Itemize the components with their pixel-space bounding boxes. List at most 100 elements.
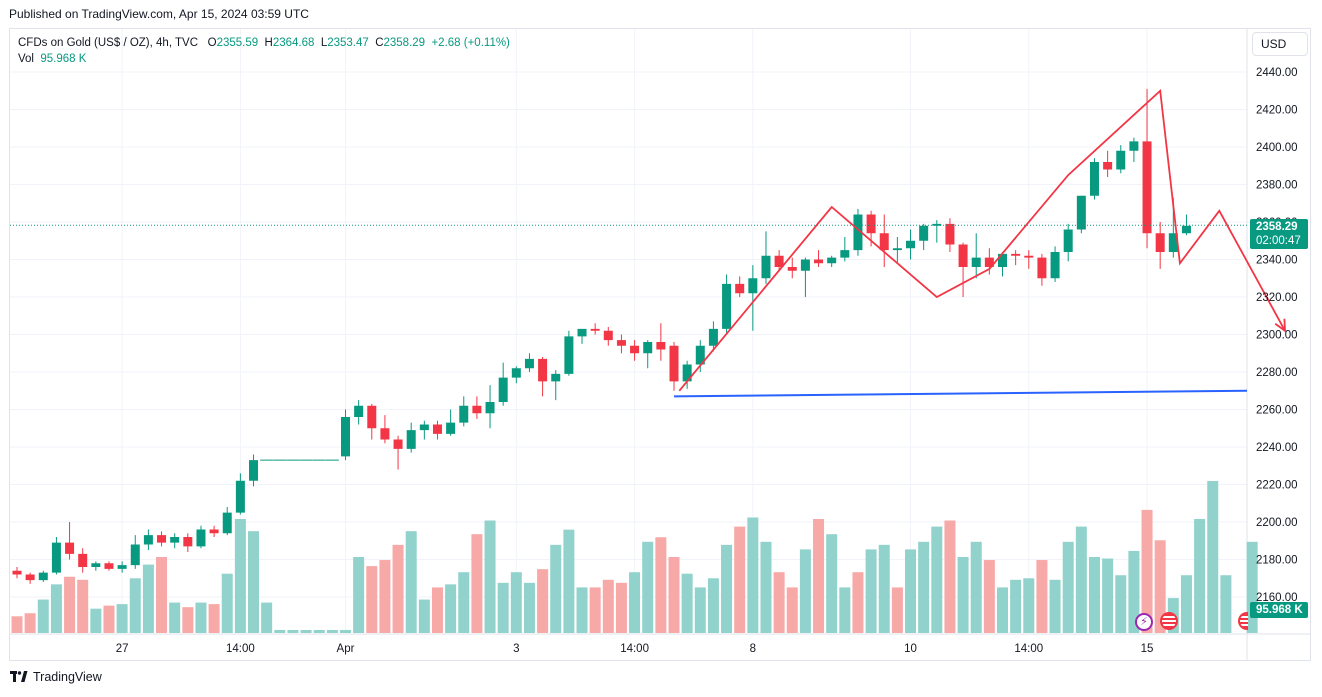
volume-bar	[326, 629, 338, 633]
candle-body	[892, 248, 902, 251]
price-tick-label: 2320.00	[1256, 292, 1298, 304]
candle-body	[958, 244, 968, 267]
price-tick-label: 2220.00	[1256, 480, 1298, 492]
volume-bar	[878, 544, 890, 633]
volume-bar	[431, 587, 443, 633]
volume-bar	[300, 629, 312, 633]
volume-bar	[1088, 557, 1100, 633]
candle-body	[511, 368, 521, 378]
volume-bar	[90, 608, 102, 633]
candle-body	[249, 460, 259, 481]
arrow-head	[1274, 318, 1287, 333]
candle-body	[840, 250, 850, 258]
volume-bar	[931, 526, 943, 633]
chart-legend: CFDs on Gold (US$ / OZ), 4h, TVC O2355.5…	[18, 35, 510, 67]
volume-bar	[169, 602, 181, 633]
volume-bar	[261, 602, 273, 633]
volume-bar	[813, 519, 825, 633]
price-tick-label: 2160.00	[1256, 592, 1298, 604]
volume-bar	[484, 520, 496, 633]
volume-bar	[1075, 526, 1087, 633]
volume-bar	[799, 549, 811, 633]
candle-body	[485, 402, 495, 414]
price-tick-label: 2280.00	[1256, 367, 1298, 379]
candle-body	[1089, 162, 1099, 196]
us-flag-event-icon[interactable]	[1160, 612, 1178, 630]
volume-bar	[944, 520, 956, 633]
price-tick-label: 2420.00	[1256, 105, 1298, 117]
volume-bar	[615, 582, 627, 633]
volume-bar	[1180, 575, 1192, 633]
candle-body	[12, 570, 22, 575]
candle-body	[853, 214, 863, 251]
volume-bar	[918, 541, 930, 633]
candle-body	[432, 424, 442, 434]
candle-body	[761, 255, 771, 279]
candle-body	[551, 373, 561, 382]
candle-body	[827, 257, 837, 264]
symbol-title[interactable]: CFDs on Gold (US$ / OZ), 4h, TVC	[18, 37, 199, 49]
candle-body	[971, 257, 981, 267]
low-value: 2353.47	[327, 37, 369, 49]
candle-body	[1129, 141, 1139, 151]
volume-bar	[1115, 575, 1127, 633]
candle-body	[603, 330, 613, 341]
time-tick-label: 14:00	[226, 643, 255, 655]
candle-body	[998, 253, 1007, 267]
volume-bar	[642, 541, 654, 633]
candle-body	[354, 405, 364, 417]
volume-bar	[353, 557, 365, 633]
volume-bar	[313, 629, 325, 633]
candle-body	[65, 542, 75, 554]
candle-body	[866, 214, 876, 234]
volume-bar	[1102, 558, 1114, 633]
volume-bar	[287, 629, 299, 633]
volume-bar	[1010, 579, 1022, 633]
time-tick-label: 27	[116, 643, 129, 655]
volume-bar	[563, 529, 575, 633]
candle-body	[157, 535, 167, 543]
candle-body	[1103, 162, 1113, 170]
candle-body	[1011, 253, 1021, 256]
time-tick-label: Apr	[337, 643, 355, 655]
currency-button[interactable]: USD	[1252, 32, 1308, 56]
candle-body	[380, 428, 390, 440]
volume-bar	[668, 557, 680, 633]
time-tick-label: 15	[1141, 643, 1154, 655]
volume-bar	[1207, 481, 1219, 633]
last-price-tag: 2358.29 02:00:47	[1250, 219, 1308, 249]
volume-bar	[826, 534, 838, 633]
candle-body	[209, 529, 219, 534]
candle-body	[800, 259, 810, 271]
volume-bar	[24, 613, 36, 633]
high-label: H	[264, 37, 273, 49]
close-value: 2358.29	[383, 37, 426, 49]
candle-body	[656, 342, 666, 350]
time-tick-label: 8	[750, 643, 756, 655]
price-axis: 2160.00 2180.00 2200.00 2220.00 2240.00 2260.…	[1256, 67, 1298, 604]
candle-body	[1142, 141, 1152, 234]
volume-bar	[1128, 550, 1140, 633]
volume-bar	[366, 566, 378, 633]
volume-bar	[1194, 519, 1206, 633]
volume-bar	[340, 629, 351, 633]
volume-bar	[1062, 541, 1074, 633]
volume-bar	[681, 573, 693, 633]
volume-bars	[11, 481, 1258, 633]
volume-bar	[248, 531, 260, 633]
candle-body	[722, 283, 732, 329]
lightning-event-icon[interactable]: ⚡	[1135, 613, 1153, 631]
volume-bar	[905, 549, 917, 633]
volume-bar	[655, 537, 667, 633]
candle-body	[104, 563, 114, 569]
volume-bar	[77, 579, 89, 633]
volume-bar	[957, 557, 969, 633]
grid-lines	[10, 29, 1310, 660]
volume-bar	[142, 564, 154, 633]
candle-body	[78, 553, 88, 567]
candle-body	[538, 358, 548, 382]
volume-bar	[195, 602, 207, 633]
us-flag-event-icon[interactable]	[1238, 612, 1248, 630]
candle-body	[393, 439, 403, 449]
